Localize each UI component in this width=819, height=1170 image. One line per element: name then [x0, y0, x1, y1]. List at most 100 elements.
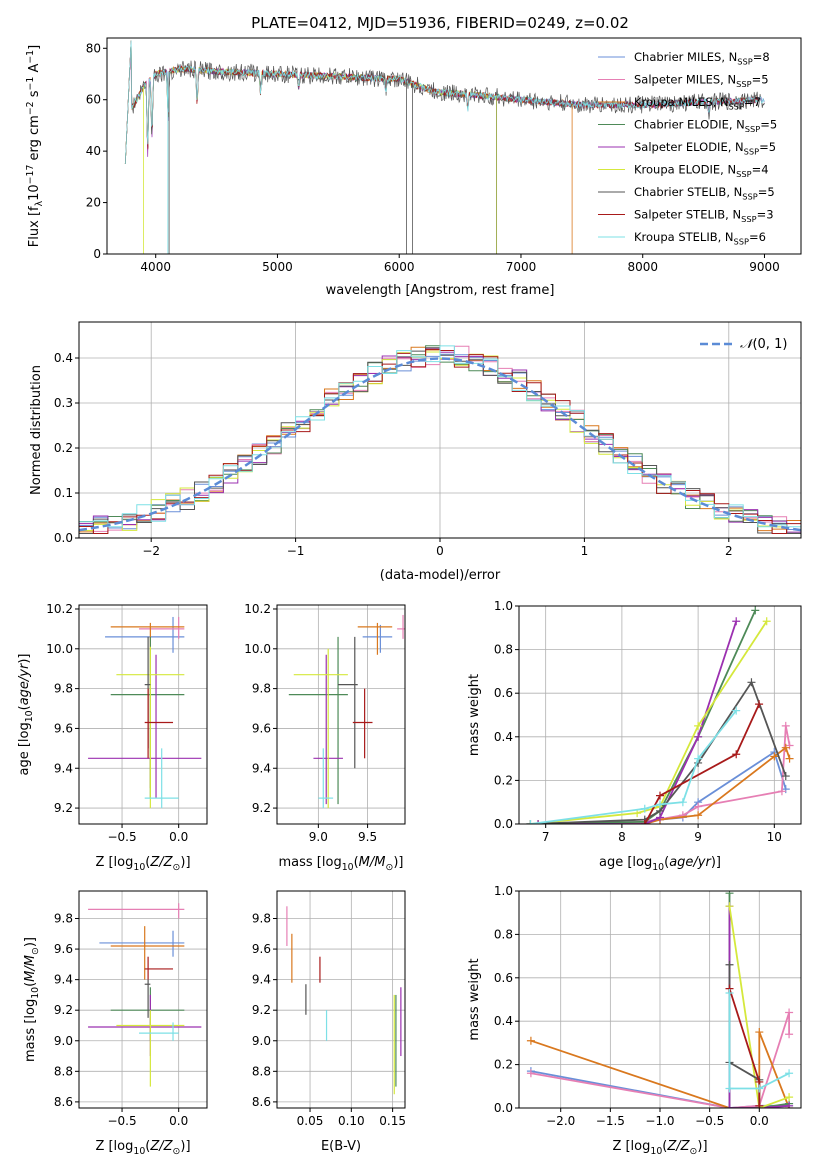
weight-line	[538, 621, 738, 824]
y-tick-label: 10.0	[46, 642, 73, 656]
x-tick-label: 1	[581, 544, 589, 558]
x-tick-label: 4000	[140, 260, 171, 274]
y-tick-label: 0.8	[494, 643, 513, 657]
errorbar	[144, 979, 151, 1018]
weight-marker	[725, 902, 734, 911]
plot-area	[286, 906, 402, 1095]
residual-axes: −2 −1 0 1 2 0.0 0.1 0.2 0.3 0.4	[54, 321, 802, 558]
weight-marker	[755, 1101, 764, 1108]
errorbar	[357, 622, 393, 655]
errorbar	[352, 688, 373, 759]
x-tick-label: 0	[436, 544, 444, 558]
weight-line	[728, 993, 790, 1090]
errorbar	[318, 748, 334, 809]
axes-frame: −0.5 0.0 9.2 9.4 9.6 9.8 10.0 10.2	[46, 602, 208, 844]
weight-marker	[755, 1084, 764, 1093]
weight-marker	[694, 754, 703, 763]
weight-marker	[725, 988, 734, 997]
histogram-step	[79, 345, 801, 528]
y-tick-label: 1.0	[494, 599, 513, 613]
weight-marker	[656, 791, 664, 800]
errorbar	[116, 1010, 185, 1087]
weight-marker	[751, 606, 760, 615]
errorbar	[144, 688, 174, 759]
x-tick-label: 0.0	[169, 1114, 188, 1128]
y-tick-label: 0.4	[54, 351, 73, 365]
y-tick-label: 0.2	[494, 773, 513, 787]
x-tick-label: 0.10	[338, 1114, 365, 1128]
errorbar	[397, 614, 405, 639]
y-tick-label: 9.2	[252, 1003, 271, 1017]
x-axis-label: mass [log10(M/M⊙)]	[279, 855, 404, 873]
y-tick-label: 40	[86, 144, 101, 158]
y-tick-label: 0.0	[494, 1101, 513, 1115]
y-tick-label: 9.2	[54, 1003, 73, 1017]
y-tick-label: 9.2	[54, 801, 73, 815]
x-tick-label: 9.0	[309, 830, 328, 844]
plot-area	[124, 40, 765, 254]
y-tick-label: 10.2	[244, 602, 271, 616]
chart-title: PLATE=0412, MJD=51936, FIBERID=0249, z=0…	[251, 14, 629, 32]
x-tick-label: 5000	[262, 260, 293, 274]
errorbar	[116, 646, 185, 809]
y-tick-label: 9.2	[252, 801, 271, 815]
x-tick-label: −1	[287, 544, 305, 558]
x-tick-label: −0.5	[107, 1114, 136, 1128]
x-axis-label: wavelength [Angstrom, rest frame]	[326, 283, 555, 298]
errorbar	[293, 648, 348, 809]
errorbar	[338, 636, 358, 769]
x-tick-label: −2	[142, 544, 160, 558]
x-axis-label: E(B-V)	[321, 1139, 361, 1154]
y-axis-label: age [log10(age/yr)]	[17, 653, 35, 775]
weight-marker	[781, 743, 790, 752]
plot-area	[288, 614, 405, 809]
weight-metallicity-axes: −2.0 −1.5 −1.0 −0.5 0.0 0.0 0.2 0.4 0.6 0.8 1.0	[494, 884, 802, 1128]
y-tick-label: 9.8	[54, 912, 73, 926]
y-axis-label: mass [log10(M/M⊙)]	[23, 937, 41, 1062]
x-axis-label: Z [log10(Z/Z⊙)]	[95, 855, 190, 873]
y-tick-label: 9.8	[54, 682, 73, 696]
spectrum-line	[124, 40, 570, 165]
x-tick-label: −0.5	[695, 1114, 724, 1128]
weight-marker	[781, 721, 790, 730]
legend-label: 𝒩(0, 1)	[740, 337, 787, 352]
weight-marker	[785, 1101, 794, 1108]
weight-marker	[640, 804, 649, 813]
y-tick-label: 9.4	[54, 761, 73, 775]
weight-marker	[526, 1069, 535, 1078]
weight-line	[728, 906, 790, 1108]
x-tick-label: 0.05	[297, 1114, 324, 1128]
x-tick-label: −1.5	[596, 1114, 625, 1128]
y-tick-label: 10.0	[244, 642, 271, 656]
legend-label: Chabrier ELODIE, NSSP=5	[634, 118, 777, 134]
errorbar	[88, 903, 185, 919]
weight-marker	[732, 750, 741, 759]
weight-marker	[732, 706, 741, 715]
errorbar	[139, 616, 185, 639]
axes-frame: 0.05 0.10 0.15 8.6 8.8 9.0 9.2 9.4 9.6 9.8	[252, 890, 406, 1128]
y-axis-label: Flux [fλ10−17 erg cm−2 s−1 A−1]	[25, 45, 45, 247]
weight-marker	[747, 678, 756, 687]
weight-marker	[526, 1036, 535, 1045]
axes-frame: 4000 5000 6000 7000 8000 9000 0 20 40 60 80	[86, 37, 802, 274]
weight-marker	[526, 820, 535, 824]
y-tick-label: 80	[86, 41, 101, 55]
spectrum-line	[124, 40, 765, 165]
x-tick-label: 0.0	[169, 830, 188, 844]
y-tick-label: 9.0	[252, 1034, 271, 1048]
y-tick-label: 9.6	[54, 942, 73, 956]
weight-marker	[785, 754, 794, 763]
plot-area	[88, 903, 202, 1087]
weight-marker	[694, 721, 703, 730]
weight-line	[644, 703, 760, 824]
errorbar	[105, 616, 185, 653]
y-tick-label: 0.4	[494, 730, 513, 744]
y-axis-label: Normed distribution	[29, 365, 44, 495]
y-tick-label: 9.4	[252, 973, 271, 987]
y-tick-label: 0.6	[494, 686, 513, 700]
x-tick-label: −1.0	[645, 1114, 674, 1128]
weight-marker	[785, 1093, 794, 1102]
weight-age-axes: 7 8 9 10 0.0 0.2 0.4 0.6 0.8 1.0	[494, 599, 802, 844]
plot-area	[79, 345, 801, 534]
x-tick-label: 9	[694, 830, 702, 844]
